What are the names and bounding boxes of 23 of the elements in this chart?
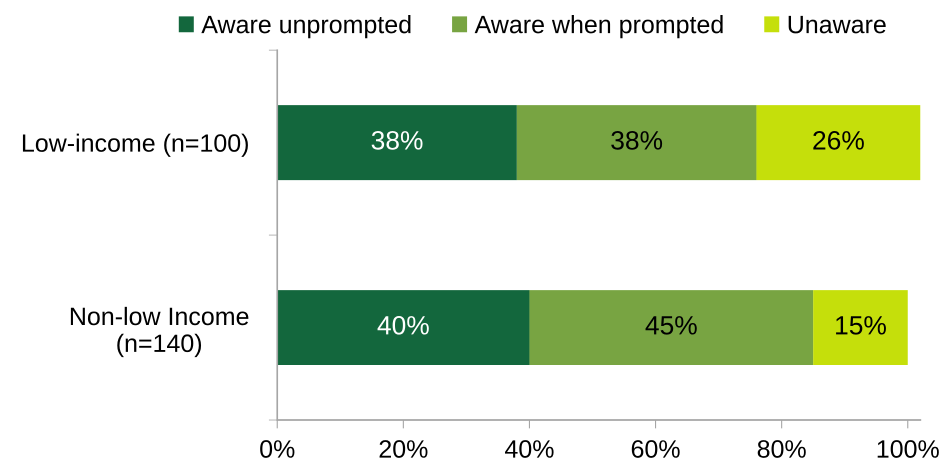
bar <box>277 290 530 366</box>
bar <box>813 290 908 366</box>
x-tick-label: 40% <box>505 440 554 458</box>
y-tick-label: Non-low Income (n=140) <box>70 306 248 358</box>
data-label: 15% <box>836 316 886 335</box>
legend-label: Unaware <box>788 16 886 34</box>
data-label: 38% <box>372 131 423 150</box>
bar <box>529 290 814 366</box>
legend-label: Aware when prompted <box>474 15 723 38</box>
x-tick-label: 80% <box>758 440 806 458</box>
y-tick-label: Low-income (n=100) <box>22 134 248 157</box>
legend-label: Aware unprompted <box>201 15 410 38</box>
data-label: 40% <box>378 316 429 335</box>
bar <box>756 105 920 180</box>
bar <box>516 105 756 180</box>
x-tick-label: 0% <box>260 440 294 458</box>
bar <box>277 105 517 180</box>
data-label: 26% <box>813 131 864 150</box>
x-tick-label: 20% <box>380 440 428 458</box>
x-tick-label: 100% <box>878 440 939 458</box>
x-tick-label: 60% <box>632 440 680 458</box>
data-label: 38% <box>611 131 662 150</box>
data-label: 45% <box>646 316 697 335</box>
